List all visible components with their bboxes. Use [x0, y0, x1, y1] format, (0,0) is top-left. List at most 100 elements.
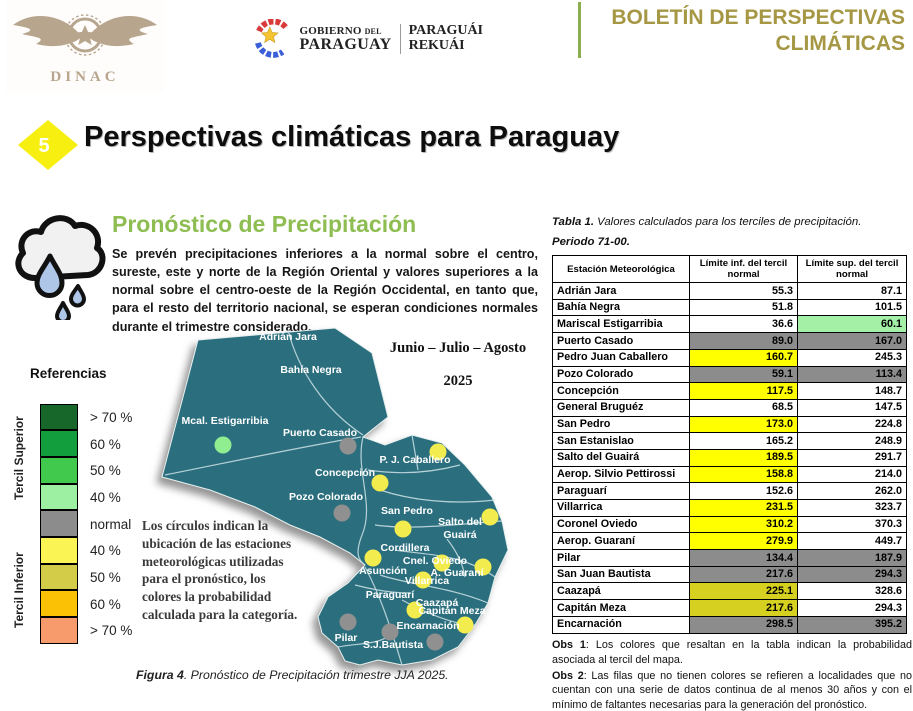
legend-label: 60 % — [90, 436, 121, 452]
limit-sup-cell: 370.3 — [797, 515, 907, 534]
limit-sup-cell: 101.5 — [797, 298, 907, 317]
table-header-cell: Estación Meteorológica — [552, 254, 690, 284]
section-number: 5 — [38, 135, 49, 157]
station-label: Pozo Colorado — [289, 491, 363, 503]
limit-sup-cell: 294.3 — [797, 599, 907, 617]
station-label: Pilar — [335, 632, 358, 644]
legend-label: > 70 % — [90, 623, 133, 639]
legend-swatch — [40, 536, 78, 564]
station-dot — [371, 474, 389, 492]
table-caption-text: Valores calculados para los terciles de … — [594, 216, 862, 228]
limit-inf-cell: 173.0 — [689, 415, 798, 434]
limit-inf-cell: 68.5 — [689, 398, 798, 417]
limit-inf-cell: 134.4 — [689, 549, 798, 567]
station-label: Salto del — [438, 516, 482, 528]
station-name-cell: Coronel Oviedo — [552, 515, 690, 534]
obs-2: Obs 2: Las filas que no tienen colores s… — [552, 669, 912, 711]
limit-sup-cell: 224.8 — [797, 415, 907, 434]
page-title: Perspectivas climáticas para Paraguay — [84, 121, 620, 153]
station-name-cell: San Estanislao — [552, 432, 690, 450]
station-name-cell: Pedro Juan Caballero — [552, 348, 690, 367]
legend-item: 40 % — [40, 536, 132, 564]
legend-item: 60 % — [40, 590, 132, 618]
station-name-cell: Adrián Jara — [552, 282, 690, 300]
legend-label: 50 % — [90, 463, 121, 479]
table-row: Bahía Negra 51.8 101.5 — [552, 298, 907, 317]
station-name-cell: Caazapá — [552, 582, 690, 601]
station-label: S.J.Bautista — [363, 639, 423, 651]
table-caption-label: Tabla 1. — [552, 216, 594, 228]
station-label: Bahía Negra — [280, 364, 341, 376]
limit-inf-cell: 310.2 — [689, 515, 798, 534]
table-row: Salto del Guairá 189.5 291.7 — [552, 448, 907, 467]
gov-line3: PARAGUÁI — [408, 23, 483, 39]
legend-item: 50 % — [40, 456, 132, 484]
gov-divider — [399, 24, 401, 54]
limit-sup-cell: 294.3 — [797, 565, 907, 584]
legend-scale: > 70 % 60 % 50 % 40 % normal 40 % 50 % 60 % > 70… — [40, 403, 133, 644]
station-name-cell: Encarnación — [552, 615, 690, 634]
limit-inf-cell: 89.0 — [689, 332, 798, 350]
station-label: A. Guaraní — [430, 567, 484, 579]
legend-swatch — [40, 563, 78, 591]
table-row: San Juan Bautista 217.6 294.3 — [552, 565, 907, 584]
legend-item: normal — [40, 510, 132, 538]
station-label: Puerto Casado — [283, 427, 357, 439]
gov-line2: PARAGUAY — [299, 35, 392, 53]
legend-swatch — [40, 590, 78, 617]
station-name-cell: Pozo Colorado — [552, 365, 690, 384]
table-row: Puerto Casado 89.0 167.0 — [552, 332, 907, 350]
table-row: Pozo Colorado 59.1 113.4 — [552, 365, 907, 384]
station-dot — [414, 571, 432, 589]
station-name-cell: Aerop. Silvio Pettirossi — [552, 465, 690, 484]
legend-swatch — [40, 483, 78, 511]
map-period-year: 2025 — [443, 373, 473, 389]
station-dot — [381, 623, 399, 641]
limit-inf-cell: 152.6 — [689, 482, 798, 500]
limit-inf-cell: 231.5 — [689, 499, 798, 517]
station-dot — [429, 443, 447, 461]
station-dot — [406, 601, 424, 619]
station-dot — [456, 616, 474, 634]
gov-flag-icon — [255, 19, 288, 58]
table-row: Coronel Oviedo 310.2 370.3 — [552, 515, 907, 534]
map-period: Junio – Julio – Agosto 2025 — [383, 340, 533, 390]
station-label: Capitán Meza — [418, 605, 485, 617]
legend-label: 60 % — [90, 596, 121, 612]
station-dots — [214, 436, 499, 651]
legend-item: > 70 % — [40, 403, 132, 431]
limit-inf-cell: 55.3 — [689, 282, 798, 300]
dinac-logo: DINAC — [6, 0, 164, 92]
station-label: Asunción — [359, 565, 407, 577]
limit-inf-cell: 160.7 — [689, 348, 798, 367]
legend-item: 40 % — [40, 483, 132, 511]
station-dot — [394, 520, 412, 538]
legend-swatch — [40, 430, 78, 457]
station-name-cell: Capitán Meza — [552, 599, 690, 617]
limit-sup-cell: 323.7 — [797, 499, 907, 517]
forecast-paragraph: Se prevén precipitaciones inferiores a l… — [112, 247, 538, 334]
bulletin-title: BOLETÍN DE PERSPECTIVAS CLIMÁTICAS — [611, 6, 905, 56]
station-name-cell: Aerop. Guaraní — [552, 532, 690, 551]
legend-item: 60 % — [40, 430, 132, 458]
dinac-label: DINAC — [50, 69, 119, 85]
station-name-cell: Villarrica — [552, 499, 690, 517]
station-name-cell: Paraguarí — [552, 482, 690, 500]
table-row: Encarnación 298.5 395.2 — [552, 615, 907, 634]
limit-sup-cell: 291.7 — [797, 448, 907, 467]
limit-sup-cell: 60.1 — [797, 315, 907, 334]
legend-lower-label: Tercil Inferior — [12, 552, 26, 629]
table-row: Paraguarí 152.6 262.0 — [552, 482, 907, 500]
limit-sup-cell: 167.0 — [797, 332, 907, 350]
limit-sup-cell: 87.1 — [797, 282, 907, 300]
station-label: Paraguarí — [366, 589, 416, 601]
station-dot — [339, 613, 357, 631]
table-row: General Bruguéz 68.5 147.5 — [552, 398, 907, 417]
legend-label: 50 % — [90, 569, 121, 585]
figure-caption: Figura 4. Pronóstico de Precipitación tr… — [136, 668, 449, 682]
table-header-cell: Límite inf. del tercil normal — [689, 254, 798, 284]
station-dot — [364, 549, 382, 567]
gov-line1b: DEL — [364, 26, 382, 36]
station-label: Cordillera — [380, 542, 429, 554]
